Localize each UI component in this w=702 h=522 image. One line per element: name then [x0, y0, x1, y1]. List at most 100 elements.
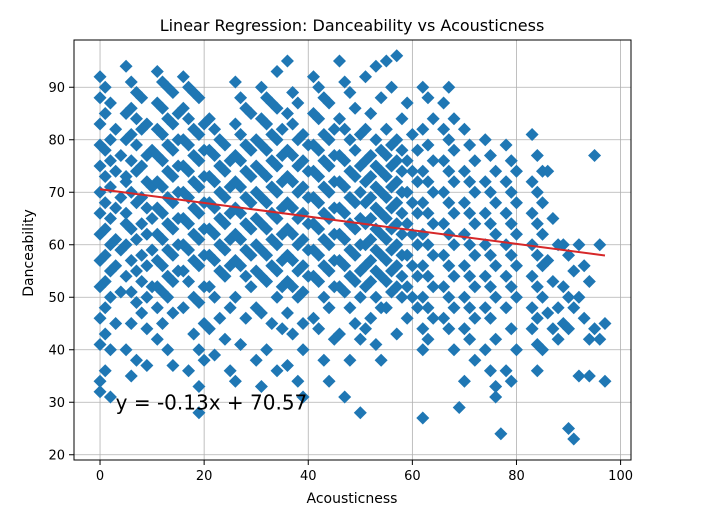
data-point: [135, 306, 149, 320]
data-point: [426, 112, 440, 126]
data-point: [208, 227, 222, 241]
data-point: [223, 364, 237, 378]
data-point: [234, 338, 248, 351]
x-tick-label: 20: [196, 469, 213, 484]
data-point: [239, 311, 253, 325]
data-point: [489, 227, 503, 241]
data-point: [483, 185, 497, 199]
data-point: [234, 128, 248, 141]
data-point: [447, 143, 461, 157]
data-point: [369, 133, 383, 147]
data-point: [140, 322, 154, 336]
y-tick-label: 20: [48, 448, 65, 463]
data-point: [385, 285, 399, 299]
data-point: [447, 269, 461, 283]
data-point: [202, 112, 216, 126]
data-point: [192, 259, 206, 273]
data-point: [270, 264, 284, 278]
data-point: [437, 122, 451, 136]
data-point: [182, 138, 196, 152]
data-point: [379, 149, 393, 162]
data-point: [270, 364, 284, 378]
data-point: [530, 217, 544, 231]
data-point: [286, 201, 300, 215]
data-point: [322, 185, 336, 199]
data-point: [504, 280, 518, 294]
data-point: [192, 343, 206, 357]
data-point: [343, 133, 357, 147]
data-point: [270, 101, 284, 115]
data-point: [400, 185, 414, 199]
y-tick-label: 60: [48, 238, 65, 253]
data-point: [202, 280, 216, 294]
data-point: [260, 170, 274, 183]
x-tick-label: 100: [608, 469, 633, 484]
data-point: [442, 196, 456, 210]
data-point: [103, 212, 117, 225]
data-point: [192, 380, 206, 393]
data-point: [463, 238, 477, 252]
data-point: [400, 248, 414, 262]
data-point: [275, 122, 289, 136]
data-point: [400, 154, 414, 168]
data-point: [129, 233, 143, 246]
data-point: [379, 170, 393, 183]
data-point: [405, 128, 419, 141]
data-point: [504, 217, 518, 231]
data-point: [457, 164, 471, 178]
data-point: [155, 154, 169, 168]
data-point: [468, 353, 482, 367]
data-point: [296, 390, 310, 404]
data-point: [489, 164, 503, 178]
data-point: [348, 196, 362, 210]
data-point: [421, 332, 435, 346]
data-point: [176, 101, 190, 115]
data-point: [140, 201, 154, 215]
data-point: [379, 275, 393, 288]
data-point: [359, 259, 373, 273]
data-point: [504, 248, 518, 262]
data-point: [416, 343, 430, 357]
data-point: [254, 380, 268, 393]
data-point: [103, 238, 117, 252]
data-point: [124, 222, 138, 236]
x-tick-label: 60: [404, 469, 421, 484]
data-point: [291, 159, 305, 173]
data-point: [286, 280, 300, 294]
data-point: [411, 301, 425, 315]
data-point: [395, 269, 409, 283]
data-point: [317, 353, 331, 367]
data-point: [192, 180, 206, 194]
data-point: [109, 164, 123, 178]
data-point: [541, 306, 555, 320]
data-point: [353, 290, 367, 304]
data-point: [317, 290, 331, 304]
data-point: [385, 201, 399, 215]
data-point: [161, 290, 175, 304]
data-point: [359, 322, 373, 336]
data-point: [129, 112, 143, 126]
data-point: [161, 343, 175, 357]
data-point: [93, 311, 107, 325]
data-point: [562, 290, 576, 304]
data-point: [483, 248, 497, 262]
data-point: [332, 327, 346, 341]
data-point: [359, 238, 373, 252]
data-point: [546, 322, 560, 336]
data-point: [98, 107, 112, 120]
data-point: [536, 343, 550, 357]
data-point: [379, 301, 393, 315]
data-point: [322, 374, 336, 388]
data-point: [260, 196, 274, 210]
data-point: [509, 290, 523, 304]
data-point: [155, 317, 169, 330]
data-point: [421, 238, 435, 252]
data-point: [546, 275, 560, 288]
data-point: [379, 122, 393, 136]
data-point: [536, 196, 550, 210]
data-point: [312, 248, 326, 262]
data-point: [93, 117, 107, 131]
data-point: [489, 390, 503, 404]
data-point: [119, 269, 133, 283]
data-point: [208, 254, 222, 267]
